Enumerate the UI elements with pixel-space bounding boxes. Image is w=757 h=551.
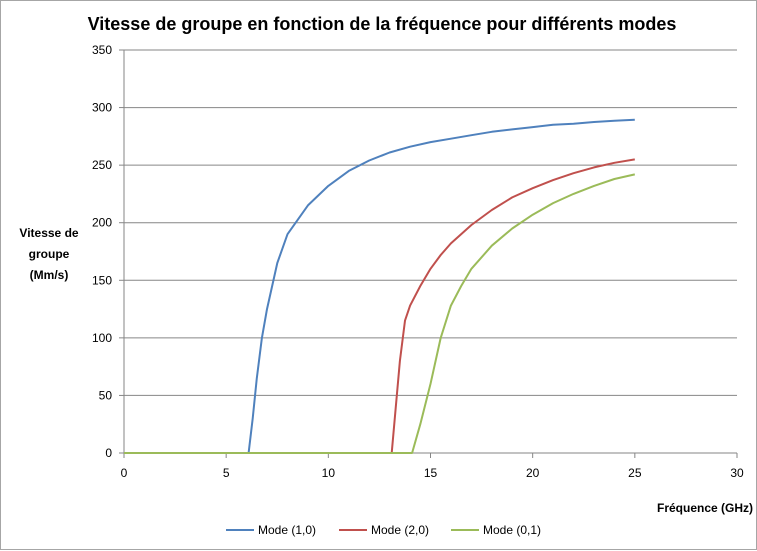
y-tick-label: 200 [92,216,112,230]
y-tick-label: 350 [92,43,112,57]
x-tick-label: 25 [628,466,642,480]
y-axis-label-line-2: groupe [29,247,70,261]
series-line [124,158,635,454]
y-tick-label: 50 [99,388,113,402]
x-tick-label: 20 [526,466,540,480]
y-tick-label: 250 [92,158,112,172]
legend-label: Mode (0,1) [483,523,541,537]
legend: Mode (1,0) Mode (2,0) Mode (0,1) [226,523,541,537]
x-tick-label: 0 [121,466,128,480]
y-tick-label: 0 [105,446,112,460]
x-axis-ticks: 0 5 10 15 20 25 30 [121,453,744,480]
y-axis-label-line-3: (Mm/s) [30,268,69,282]
x-tick-label: 30 [730,466,744,480]
series-line [124,173,636,454]
x-tick-label: 5 [223,466,230,480]
y-tick-label: 150 [92,273,112,287]
y-tick-label: 300 [92,101,112,115]
axes [123,50,737,454]
series-line [124,118,635,454]
y-tick-label: 100 [92,331,112,345]
x-tick-label: 10 [322,466,336,480]
series-lines [124,118,636,454]
x-axis-label: Fréquence (GHz) [657,501,753,515]
legend-label: Mode (2,0) [371,523,429,537]
x-tick-label: 15 [424,466,438,480]
y-axis-label-line-1: Vitesse de [19,226,78,240]
y-axis-ticks: 0 50 100 150 200 250 300 350 [92,43,124,460]
legend-label: Mode (1,0) [258,523,316,537]
chart-title: Vitesse de groupe en fonction de la fréq… [88,14,677,34]
gridlines [124,49,737,396]
